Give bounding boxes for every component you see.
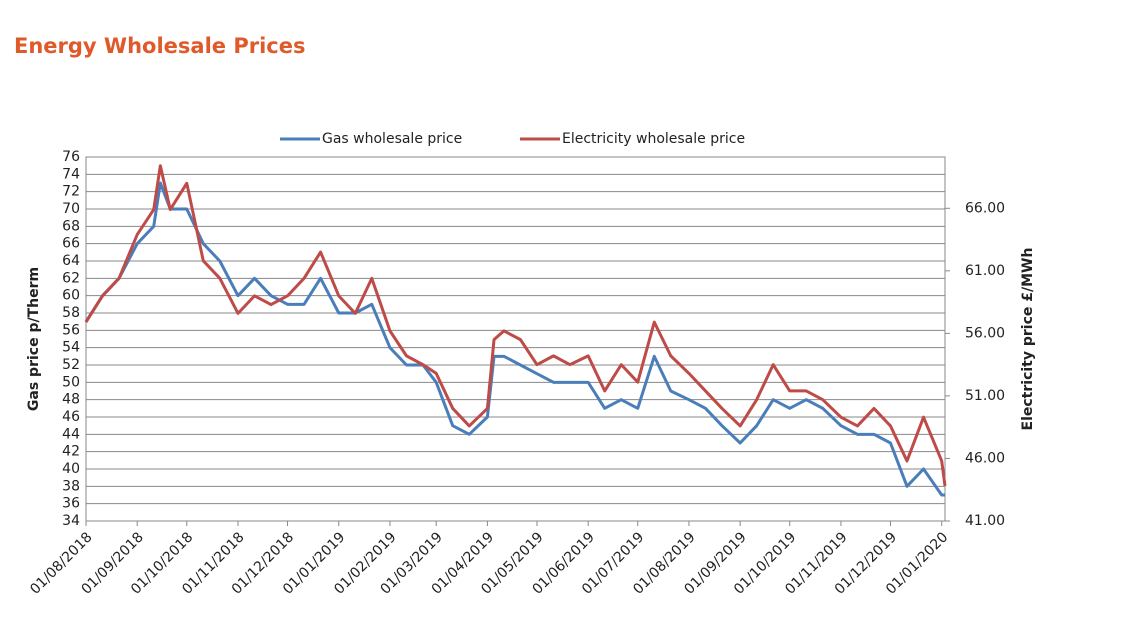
legend-label: Electricity wholesale price <box>562 131 745 147</box>
series-line <box>84 181 945 497</box>
y-tick-label: 72 <box>62 184 80 200</box>
y-tick-label: 76 <box>62 149 80 165</box>
series-line <box>84 164 947 487</box>
y-tick-label: 54 <box>62 340 80 356</box>
y2-tick-label: 51.00 <box>965 388 1005 404</box>
y-tick-label: 52 <box>62 357 80 373</box>
y-tick-label: 40 <box>62 461 80 477</box>
y-tick-label: 56 <box>62 322 80 338</box>
y-axis-label: Gas price p/Therm <box>26 267 42 411</box>
y-tick-label: 66 <box>62 236 80 252</box>
y2-axis-label: Electricity price £/MWh <box>1020 248 1036 431</box>
plot-border <box>85 156 946 522</box>
y2-tick-label: 61.00 <box>965 263 1005 279</box>
y2-tick-label: 56.00 <box>965 325 1005 341</box>
y-tick-label: 64 <box>62 253 80 269</box>
y-tick-label: 74 <box>62 166 80 182</box>
y-tick-label: 70 <box>62 201 80 217</box>
y-tick-label: 46 <box>62 409 80 425</box>
y-tick-label: 34 <box>62 513 80 529</box>
y-tick-label: 50 <box>62 374 80 390</box>
y-tick-label: 48 <box>62 392 80 408</box>
y2-tick-label: 41.00 <box>965 513 1005 529</box>
y-tick-label: 68 <box>62 218 80 234</box>
y-tick-label: 58 <box>62 305 80 321</box>
y2-tick-label: 46.00 <box>965 450 1005 466</box>
y-tick-label: 38 <box>62 478 80 494</box>
legend-label: Gas wholesale price <box>322 131 462 147</box>
y-tick-label: 36 <box>62 496 80 512</box>
y-tick-label: 42 <box>62 444 80 460</box>
y-tick-label: 62 <box>62 270 80 286</box>
y2-tick-label: 66.00 <box>965 200 1005 216</box>
page-title: Energy Wholesale Prices <box>14 34 306 58</box>
y-tick-label: 60 <box>62 288 80 304</box>
y-tick-label: 44 <box>62 426 80 442</box>
